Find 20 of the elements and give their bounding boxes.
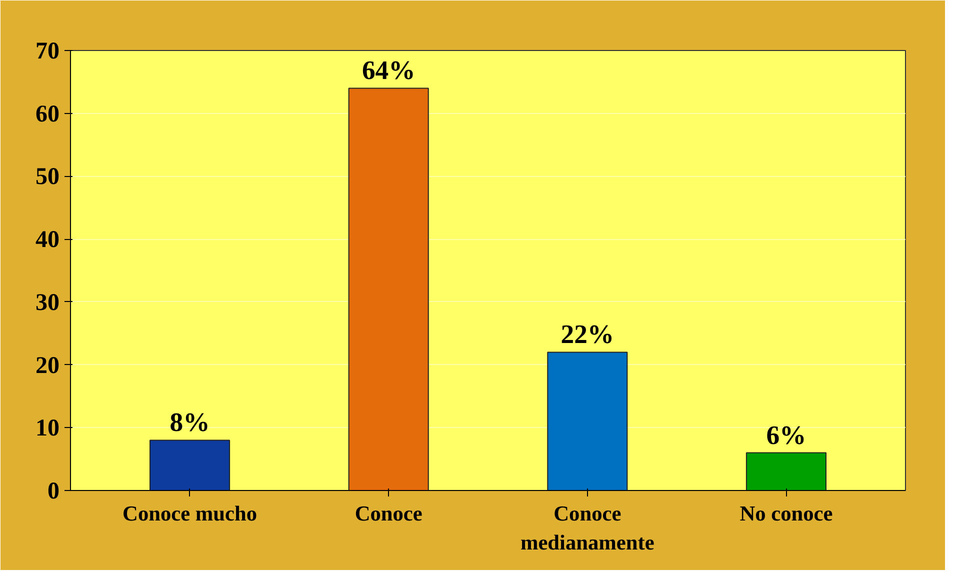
bar [746,452,826,490]
y-tick-label: 70 [36,38,60,64]
x-tick-label: Conoce [354,502,422,526]
y-tick-label: 20 [36,352,60,379]
bar [348,88,429,490]
y-tick-label: 60 [36,101,60,128]
x-tick-label: Conoce medianamente [520,502,654,554]
bar [150,440,230,490]
data-label: 22% [560,319,614,350]
y-tick-label: 0 [48,478,60,504]
y-tick-label: 50 [36,164,60,190]
y-tick-label: 30 [36,290,60,316]
data-label: 8% [170,407,210,438]
data-label: 64% [362,55,416,86]
x-tick-label: Conoce mucho [122,502,258,526]
x-tick-label: No conoce [740,502,833,526]
data-label: 6% [766,420,806,450]
y-tick-label: 10 [36,416,60,442]
bar [547,352,628,490]
y-tick-label: 40 [36,227,60,254]
